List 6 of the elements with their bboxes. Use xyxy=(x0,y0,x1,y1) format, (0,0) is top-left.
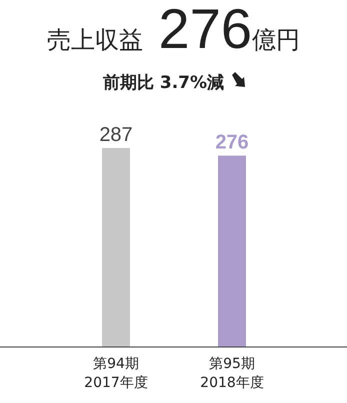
data-label: 287 xyxy=(99,124,133,146)
data-label: 276 xyxy=(215,132,249,154)
x-tick-label: 第95期 2018年度 xyxy=(200,356,264,391)
x-tick-label: 第94期 2017年度 xyxy=(84,356,148,391)
title: 売上収益 276億円 xyxy=(47,0,300,60)
subtitle: 前期比 3.7%減 xyxy=(102,73,224,93)
